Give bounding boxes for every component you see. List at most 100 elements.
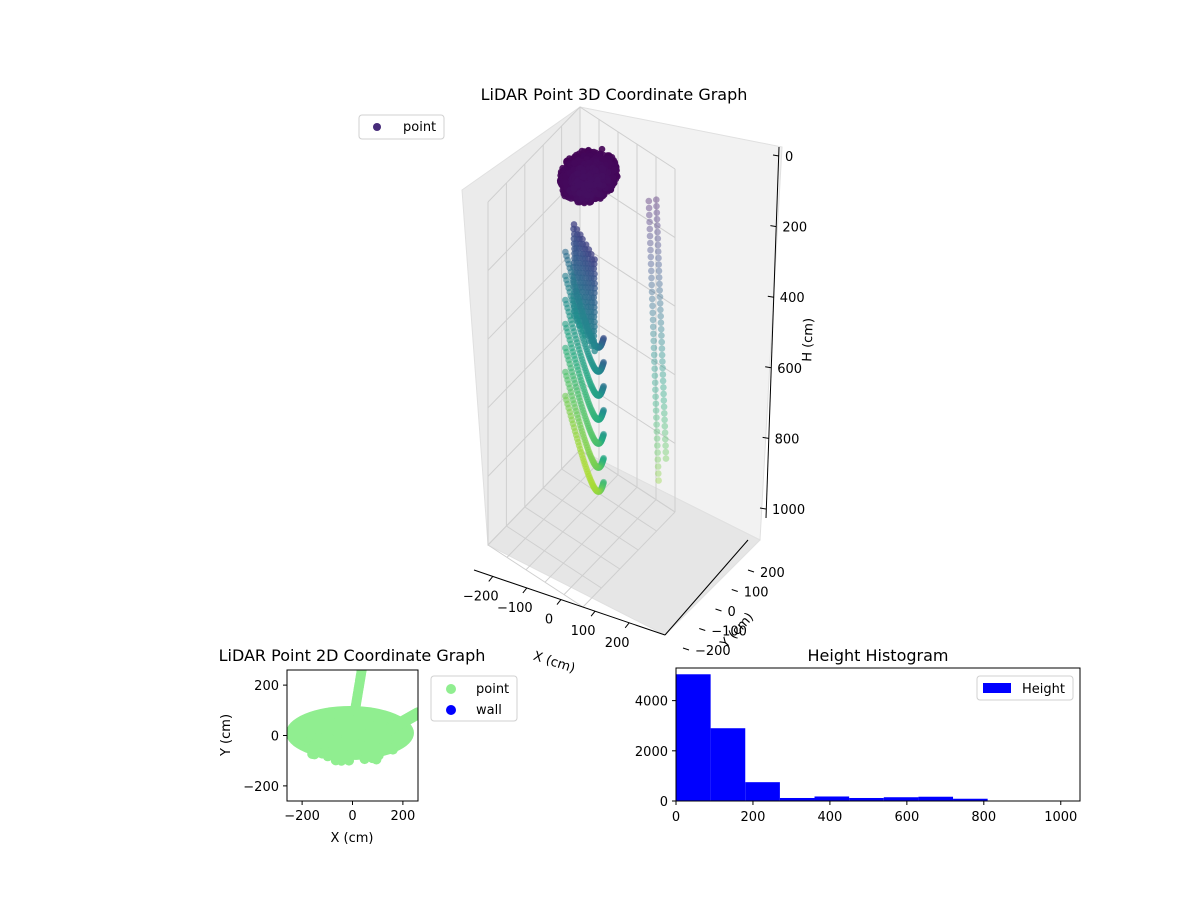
legend-hist-label: Height: [1022, 682, 1065, 697]
point-3d: [658, 351, 666, 359]
point-3d: [645, 204, 653, 212]
legend-3d: point: [358, 114, 445, 140]
point-2d: [344, 723, 355, 733]
point-3d: [584, 326, 592, 334]
x-tick-label-3d: 200: [605, 636, 630, 651]
legend-2d-label-wall: wall: [476, 703, 502, 718]
point-3d: [651, 358, 658, 366]
grid-line: [579, 243, 676, 307]
point-3d: [648, 295, 656, 303]
z-tick-label-3d: 200: [782, 221, 807, 236]
point-3d: [650, 351, 658, 359]
point-3d: [584, 470, 592, 478]
point-3d: [650, 344, 658, 352]
y-tick-label-2d: −200: [243, 780, 279, 795]
point-3d: [574, 181, 582, 189]
y-tick-label-hist: 0: [660, 795, 668, 810]
chart3d-title: LiDAR Point 3D Coordinate Graph: [481, 85, 748, 104]
x-tick-label-3d: −200: [463, 589, 499, 604]
point-3d: [584, 350, 592, 358]
z-ticks-3d: 0 200 400 600 800 1000: [759, 150, 807, 518]
x-tick-label-2d: 0: [348, 809, 356, 824]
point-2d: [333, 708, 344, 719]
point-3d: [661, 416, 668, 424]
point-cloud-3d: [556, 145, 670, 495]
point-3d: [653, 435, 661, 442]
point-3d: [653, 202, 660, 210]
point-2d: [358, 715, 369, 726]
point-3d: [574, 170, 581, 177]
legend-2d-marker-point: [446, 684, 456, 694]
x-tick-label-3d: 100: [571, 624, 596, 639]
y-tick-3d: [682, 647, 690, 651]
point-3d: [660, 397, 668, 404]
z-tick-label-3d: 400: [780, 291, 805, 306]
point-3d: [646, 211, 653, 219]
point-2d: [317, 748, 328, 759]
y-tick-label-2d: 200: [254, 679, 279, 694]
y-tick-label-3d: −100: [711, 625, 747, 640]
point-3d: [662, 448, 670, 456]
scatter2d-panel: LiDAR Point 2D Coordinate Graph −200 0 200…: [219, 646, 518, 846]
point-3d: [599, 165, 607, 173]
x-tick-label-hist: 800: [971, 810, 996, 825]
point-3d: [646, 225, 654, 233]
z-axis-line: [765, 146, 780, 519]
point-2d: [358, 670, 367, 673]
histogram-bar: [953, 798, 988, 801]
legend-3d-marker: [373, 123, 381, 131]
histogram-title: Height Histogram: [808, 646, 949, 665]
point-2d: [354, 727, 365, 738]
point-3d: [654, 456, 662, 463]
point-3d: [580, 173, 587, 181]
histogram-bar: [676, 674, 711, 801]
point-3d: [594, 176, 601, 184]
point-2d: [330, 755, 341, 766]
point-3d: [652, 400, 660, 408]
point-3d: [576, 189, 583, 197]
point-3d: [661, 410, 668, 417]
point-3d: [647, 239, 654, 247]
point-3d: [654, 228, 661, 236]
histogram-bar: [918, 796, 954, 801]
frame-hist: [675, 667, 1081, 802]
x-tick-3d: [556, 599, 562, 605]
point-3d: [584, 422, 592, 430]
point-3d: [592, 167, 599, 174]
point-2d: [411, 707, 418, 720]
histogram-bar: [779, 797, 815, 801]
point-3d: [650, 337, 657, 345]
grid-line: [561, 468, 657, 532]
point-3d: [647, 253, 655, 261]
point-3d: [653, 196, 660, 203]
point-2d: [356, 670, 367, 675]
point-3d: [660, 390, 667, 398]
chart2d-title: LiDAR Point 2D Coordinate Graph: [219, 646, 486, 665]
point-2d: [370, 723, 381, 734]
z-tick-3d: [767, 295, 774, 298]
point-2d: [383, 734, 394, 745]
z-tick-label-3d: 1000: [772, 503, 805, 518]
point-3d: [649, 309, 656, 317]
point-3d: [654, 463, 662, 470]
point-3d: [660, 403, 668, 411]
x-tick-label-2d: −200: [284, 809, 320, 824]
z-tick-3d: [765, 366, 772, 369]
point-3d: [562, 179, 569, 187]
x-tick-3d: [522, 587, 528, 594]
point-3d: [655, 477, 662, 484]
grid-line: [487, 106, 581, 203]
x-tick-3d: [624, 622, 630, 629]
x-tick-label-3d: −100: [497, 601, 533, 616]
point-3d: [647, 246, 654, 254]
x-axis-label-2d: X (cm): [331, 831, 374, 846]
ticks-hist: 0 200 400 600 800 1000 0 2000 4000: [635, 695, 1077, 825]
point-2d: [382, 742, 393, 752]
point-2d: [362, 740, 373, 751]
point-3d: [653, 209, 661, 216]
point-3d: [657, 325, 665, 333]
z-tick-label-3d: 600: [777, 362, 802, 377]
y-tick-3d: [699, 628, 706, 631]
x-tick-label-2d: 200: [390, 809, 415, 824]
point-2d: [373, 750, 384, 761]
